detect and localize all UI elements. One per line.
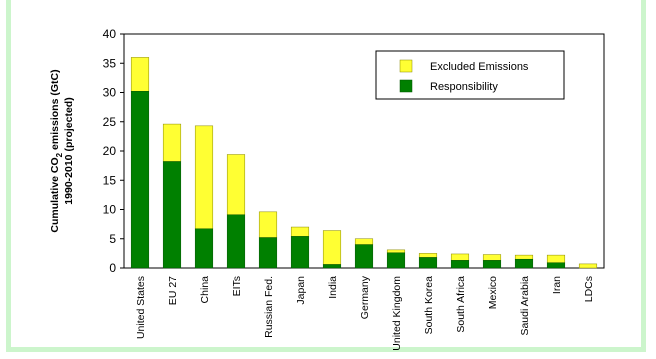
x-tick-label: Russian Fed. xyxy=(263,276,275,338)
x-label-group: China xyxy=(199,276,211,304)
x-label-group: Saudi Arabia xyxy=(519,276,531,336)
bar-responsibility-5 xyxy=(290,236,310,269)
bar-excluded-4 xyxy=(258,211,278,238)
bar-excluded-8 xyxy=(386,249,406,254)
bar-responsibility-7 xyxy=(354,244,374,269)
x-axis-labels: United States EU 27 China EITs Russian Fed. J… xyxy=(135,275,595,350)
y-tick-label: 5 xyxy=(109,232,116,246)
y-tick-label: 20 xyxy=(103,144,117,158)
legend-swatch-1 xyxy=(399,79,413,93)
bar-responsibility-9 xyxy=(418,257,438,269)
y-tick-label: 15 xyxy=(103,173,117,187)
x-label-group: Germany xyxy=(359,275,371,319)
bar-excluded-11 xyxy=(482,254,502,261)
y-tick-label: 30 xyxy=(103,86,117,100)
y-tick-label: 40 xyxy=(103,27,117,41)
bar-excluded-7 xyxy=(354,238,374,245)
x-label-group: Iran xyxy=(551,276,563,294)
x-label-group: South Korea xyxy=(423,276,435,335)
bar-responsibility-3 xyxy=(226,214,246,269)
x-tick-label: Mexico xyxy=(487,276,499,309)
bar-excluded-5 xyxy=(290,226,310,237)
x-tick-label: EU 27 xyxy=(167,276,179,305)
bar-excluded-9 xyxy=(418,253,438,258)
x-tick-label: United States xyxy=(135,276,147,339)
x-label-group: South Africa xyxy=(455,276,467,333)
x-label-group: EITs xyxy=(231,276,243,296)
y-tick-label: 0 xyxy=(109,261,116,275)
bar-excluded-3 xyxy=(226,154,246,216)
y-axis-title-line1: Cumulative CO2 emissions (GtC) xyxy=(49,69,64,232)
bar-responsibility-12 xyxy=(514,258,534,269)
legend-label-0: Excluded Emissions xyxy=(430,61,529,73)
x-label-group: Russian Fed. xyxy=(263,276,275,338)
x-tick-label: Germany xyxy=(359,275,371,319)
bar-excluded-12 xyxy=(514,254,534,260)
y-axis-label: Cumulative CO2 emissions (GtC) 1990-2010 … xyxy=(49,69,75,232)
bar-responsibility-1 xyxy=(162,161,182,269)
legend-swatch-0 xyxy=(399,59,413,73)
x-tick-label: LDCs xyxy=(583,276,595,302)
y-tick-label: 25 xyxy=(103,115,117,129)
x-label-group: United States xyxy=(135,276,147,339)
bar-responsibility-8 xyxy=(386,252,406,269)
bar-responsibility-0 xyxy=(130,91,150,269)
bar-responsibility-11 xyxy=(482,260,502,269)
bar-excluded-0 xyxy=(130,57,150,92)
x-label-group: Mexico xyxy=(487,276,499,309)
y-axis-title: Cumulative CO2 emissions (GtC) 1990-2010 … xyxy=(49,69,75,232)
x-tick-label: South Korea xyxy=(423,276,435,335)
legend-label-1: Responsibility xyxy=(430,81,498,93)
bars xyxy=(130,57,598,269)
bar-responsibility-13 xyxy=(546,262,566,269)
y-tick-label: 35 xyxy=(103,56,117,70)
bar-excluded-6 xyxy=(322,230,342,265)
bar-responsibility-6 xyxy=(322,264,342,269)
legend: Excluded Emissions Responsibility xyxy=(375,50,565,100)
x-label-group: India xyxy=(327,276,339,299)
bar-responsibility-10 xyxy=(450,260,470,269)
x-tick-label: Saudi Arabia xyxy=(519,276,531,336)
x-tick-label: South Africa xyxy=(455,276,467,333)
x-label-group: United Kingdom xyxy=(391,276,403,351)
bar-excluded-1 xyxy=(162,123,182,162)
x-tick-label: China xyxy=(199,276,211,304)
bar-responsibility-2 xyxy=(194,228,214,269)
x-tick-label: United Kingdom xyxy=(391,276,403,351)
x-tick-label: Iran xyxy=(551,276,563,294)
x-tick-label: Japan xyxy=(295,276,307,305)
x-label-group: EU 27 xyxy=(167,276,179,305)
bar-excluded-14 xyxy=(578,263,598,269)
bar-excluded-2 xyxy=(194,125,214,230)
bar-excluded-13 xyxy=(546,254,566,263)
bar-excluded-10 xyxy=(450,253,470,261)
y-axis-title-line2: 1990-2010 (projected) xyxy=(63,97,75,204)
x-label-group: LDCs xyxy=(583,276,595,302)
x-tick-label: India xyxy=(327,276,339,299)
x-tick-label: EITs xyxy=(231,276,243,296)
y-axis-ticks: 0 5 10 15 20 25 30 35 40 xyxy=(103,27,124,275)
y-tick-label: 10 xyxy=(103,203,117,217)
bar-responsibility-4 xyxy=(258,237,278,269)
x-label-group: Japan xyxy=(295,276,307,305)
